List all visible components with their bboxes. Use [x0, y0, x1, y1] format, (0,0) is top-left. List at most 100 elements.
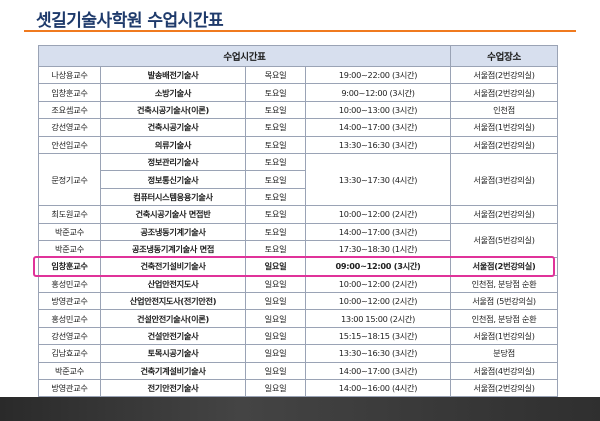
subject-cell: 건축전기설비기술사	[100, 257, 246, 276]
instructor-cell: 나상용교수	[38, 65, 101, 85]
table-row: 강선영교수 건축시공기술사 토요일 14:00~17:00 (3시간) 서울점(1번강의…	[38, 118, 559, 137]
location-cell: 서울점(1번강의실)	[450, 326, 559, 346]
subject-cell: 컴퓨터시스템응용기술사	[100, 187, 246, 207]
time-cell: 15:15~18:15 (3시간)	[304, 326, 452, 346]
instructor-cell: 임창훈교수	[38, 83, 101, 102]
day-cell: 토요일	[245, 100, 306, 120]
location-cell: 서울점(2번강의실)	[450, 135, 559, 154]
time-cell: 19:00~22:00 (3시간)	[304, 65, 452, 85]
day-cell: 일요일	[245, 309, 306, 328]
instructor-cell: 조요셉교수	[38, 100, 101, 120]
location-cell: 인천점	[450, 100, 559, 120]
day-cell: 일요일	[245, 257, 306, 276]
day-cell: 일요일	[245, 274, 306, 294]
table-row: 나상용교수 발송배전기술사 목요일 19:00~22:00 (3시간) 서울점(2번강의…	[38, 65, 559, 85]
time-cell: 10:00~12:00 (2시간)	[304, 274, 452, 294]
instructor-cell: 박준교수	[38, 239, 101, 259]
location-cell: 서울점(1번강의실)	[450, 118, 559, 137]
table-row: 김남효교수 토목시공기술사 일요일 13:30~16:30 (3시간) 분당점	[38, 344, 559, 363]
day-cell: 토요일	[245, 187, 306, 207]
time-cell: 17:30~18:30 (1시간)	[304, 239, 452, 259]
time-cell: 13:30~17:30 (4시간)	[304, 152, 452, 207]
location-cell: 서울점 (5번강의실)	[450, 292, 559, 311]
instructor-cell: 김남효교수	[38, 344, 101, 363]
time-cell: 13:00 15:00 (2시간)	[304, 309, 452, 328]
location-cell: 서울점(2번강의실)	[450, 205, 559, 224]
schedule-body: 나상용교수 발송배전기술사 목요일 19:00~22:00 (3시간) 서울점(2번강의…	[38, 65, 559, 398]
subject-cell: 토목시공기술사	[100, 344, 246, 363]
subject-cell: 건축시공기술사 면접반	[100, 205, 246, 224]
day-cell: 일요일	[245, 344, 306, 363]
subject-cell: 건축시공기술사	[100, 118, 246, 137]
day-cell: 토요일	[245, 118, 306, 137]
day-cell: 토요일	[245, 222, 306, 241]
instructor-cell: 홍성민교수	[38, 274, 101, 294]
time-cell: 10:00~12:00 (2시간)	[304, 205, 452, 224]
location-cell: 서울점(2번강의실)	[450, 257, 559, 276]
instructor-cell: 강선영교수	[38, 118, 101, 137]
day-cell: 목요일	[245, 65, 306, 85]
day-cell: 토요일	[245, 170, 306, 189]
day-cell: 토요일	[245, 135, 306, 154]
location-cell: 서울점(2번강의실)	[450, 65, 559, 85]
time-cell: 13:30~16:30 (3시간)	[304, 344, 452, 363]
schedule-table: 수업시간표 수업장소 나상용교수 발송배전기술사 목요일 19:00~22:00 (3…	[37, 45, 559, 398]
instructor-cell: 홍성민교수	[38, 309, 101, 328]
day-cell: 일요일	[245, 326, 306, 346]
time-cell: 09:00~12:00 (3시간)	[304, 257, 452, 276]
location-cell: 서울점(2번강의실)	[450, 83, 559, 102]
subject-cell: 정보관리기술사	[100, 152, 246, 172]
instructor-cell: 박준교수	[38, 361, 101, 381]
subject-cell: 산업안전지도사(전기안전)	[100, 292, 246, 311]
subject-cell: 산업안전지도사	[100, 274, 246, 294]
location-cell: 인천점, 분당점 순환	[450, 274, 559, 294]
time-cell: 10:00~12:00 (2시간)	[304, 292, 452, 311]
day-cell: 일요일	[245, 292, 306, 311]
day-cell: 토요일	[245, 205, 306, 224]
table-row: 안선임교수 의류기술사 토요일 13:30~16:30 (3시간) 서울점(2번강의실)	[38, 135, 559, 154]
instructor-cell: 문정기교수	[38, 152, 101, 207]
table-row: 홍성민교수 건설안전기술사(이론) 일요일 13:00 15:00 (2시간) 인천점,…	[38, 309, 559, 328]
instructor-cell: 강선영교수	[38, 326, 101, 346]
day-cell: 토요일	[245, 239, 306, 259]
table-row: 방영관교수 산업안전지도사(전기안전) 일요일 10:00~12:00 (2시간) 서울…	[38, 292, 559, 311]
table-row: 박준교수 건축기계설비기술사 일요일 14:00~17:00 (3시간) 서울점(4번강…	[38, 361, 559, 381]
location-cell: 서울점(4번강의실)	[450, 361, 559, 381]
subject-cell: 건축기계설비기술사	[100, 361, 246, 381]
page-title: 셋길기술사학원 수업시간표	[36, 11, 224, 31]
time-cell: 13:30~16:30 (3시간)	[304, 135, 452, 154]
table-row: 임창훈교수 소방기술사 토요일 9:00~12:00 (3시간) 서울점(2번강의실)	[38, 83, 559, 102]
subject-cell: 건설안전기술사	[100, 326, 246, 346]
subject-cell: 건축시공기술사(이론)	[100, 100, 246, 120]
time-cell: 14:00~17:00 (3시간)	[304, 222, 452, 241]
table-row: 문정기교수 정보관리기술사 토요일 13:30~17:30 (4시간) 서울점(3번강의…	[38, 152, 559, 207]
subject-cell: 의류기술사	[100, 135, 246, 154]
instructor-cell: 최도원교수	[38, 205, 101, 224]
subject-cell: 공조냉동기계기술사 면접	[100, 239, 246, 259]
subject-cell: 공조냉동기계기술사	[100, 222, 246, 241]
table-header-row: 수업시간표 수업장소	[37, 45, 559, 67]
header-schedule: 수업시간표	[37, 45, 452, 67]
day-cell: 토요일	[245, 152, 306, 172]
time-cell: 14:00~16:00 (4시간)	[304, 379, 452, 398]
location-cell: 서울점(3번강의실)	[450, 152, 559, 207]
day-cell: 토요일	[245, 83, 306, 102]
time-cell: 9:00~12:00 (3시간)	[304, 83, 452, 102]
subject-cell: 소방기술사	[100, 83, 246, 102]
title-underline	[24, 30, 576, 32]
instructor-cell: 방영관교수	[38, 379, 101, 398]
instructor-cell: 박준교수	[38, 222, 101, 241]
subject-cell: 전기안전기술사	[100, 379, 246, 398]
table-row: 홍성민교수 산업안전지도사 일요일 10:00~12:00 (2시간) 인천점, 분당점…	[38, 274, 559, 294]
table-row: 컴퓨터시스템응용기술사 토요일	[39, 187, 558, 207]
table-row: 최도원교수 건축시공기술사 면접반 토요일 10:00~12:00 (2시간) 서울점(…	[38, 205, 559, 224]
day-cell: 일요일	[245, 361, 306, 381]
table-row: 조요셉교수 건축시공기술사(이론) 토요일 10:00~13:00 (3시간) 인천점	[38, 100, 559, 120]
header-location: 수업장소	[450, 45, 559, 67]
schedule-table-container: 수업시간표 수업장소 나상용교수 발송배전기술사 목요일 19:00~22:00 (3…	[37, 45, 559, 398]
location-cell: 서울점(5번강의실)	[450, 222, 559, 259]
time-cell: 14:00~17:00 (3시간)	[304, 361, 452, 381]
instructor-cell: 방영관교수	[38, 292, 101, 311]
table-row: 박준교수 공조냉동기계기술사 토요일 14:00~17:00 (3시간) 서울점(5번강…	[38, 222, 559, 259]
location-cell: 인천점, 분당점 순환	[450, 309, 559, 328]
